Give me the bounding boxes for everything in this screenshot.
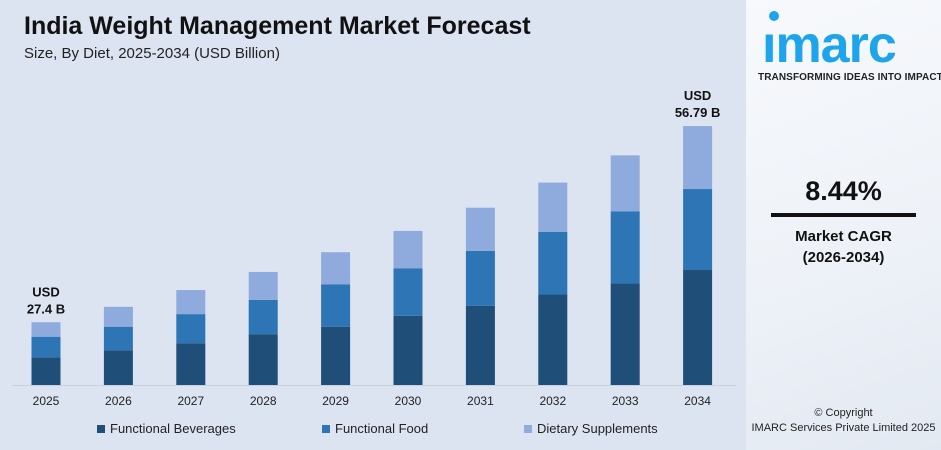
- bar-segment-2034-0: [683, 270, 713, 385]
- legend: Functional Beverages Functional Food Dieta…: [0, 421, 746, 439]
- bar-segment-2027-0: [176, 343, 206, 385]
- legend-label: Functional Beverages: [110, 421, 236, 436]
- bar-segment-2033-1: [610, 211, 640, 284]
- bar-segment-2032-1: [538, 231, 568, 295]
- legend-swatch: [322, 424, 330, 433]
- x-tick-label: 2034: [684, 394, 711, 408]
- bar-segment-2033-2: [610, 155, 640, 212]
- x-tick-label: 2026: [105, 394, 132, 408]
- x-tick-label: 2027: [177, 394, 204, 408]
- bar-segment-2034-2: [683, 126, 713, 190]
- bar-segment-2030-0: [393, 315, 423, 385]
- divider: [771, 213, 916, 217]
- bar-segment-2025-0: [31, 357, 61, 385]
- x-tick-label: 2030: [395, 394, 422, 408]
- bar-segment-2026-2: [103, 306, 133, 327]
- copyright: © Copyright: [814, 407, 873, 419]
- bar-segment-2032-0: [538, 294, 568, 385]
- company-name: IMARC Services Private Limited 2025: [751, 422, 936, 434]
- bar-segment-2029-1: [321, 284, 351, 327]
- bar-segment-2031-2: [465, 207, 495, 251]
- legend-item: Functional Beverages: [97, 421, 236, 436]
- svg-text:ımarc: ımarc: [762, 16, 896, 70]
- data-label-currency: USD: [684, 88, 711, 103]
- x-tick-label: 2032: [539, 394, 566, 408]
- legend-label: Functional Food: [335, 421, 429, 436]
- bar-segment-2032-2: [538, 182, 568, 232]
- bar-segment-2031-1: [465, 250, 495, 306]
- bar-segment-2028-1: [248, 299, 278, 335]
- x-tick-label: 2025: [33, 394, 60, 408]
- bar-segment-2028-0: [248, 334, 278, 385]
- bar-segment-2030-1: [393, 268, 423, 316]
- bar-segment-2031-0: [465, 305, 495, 385]
- legend-item: Functional Food: [322, 421, 428, 436]
- bar-segment-2034-1: [683, 189, 713, 271]
- bar-segment-2025-1: [31, 336, 61, 358]
- bar-segment-2033-0: [610, 283, 640, 385]
- bar-segment-2029-0: [321, 326, 351, 385]
- data-label-currency: USD: [32, 284, 59, 299]
- brand-tagline: TRANSFORMING IDEAS INTO IMPACT: [758, 72, 941, 83]
- plot: 2025 USD 27.4 B 2026 2027 2028 2029 2030 2031 203…: [12, 88, 736, 408]
- data-label-value: 56.79 B: [675, 105, 721, 120]
- legend-item: Dietary Supplements: [524, 421, 658, 436]
- x-tick-label: 2028: [250, 394, 277, 408]
- cagr-label: Market CAGR: [795, 228, 892, 245]
- bar-segment-2026-0: [103, 350, 133, 385]
- x-tick-label: 2029: [322, 394, 349, 408]
- bar-segment-2028-2: [248, 271, 278, 300]
- data-label-value: 27.4 B: [27, 301, 65, 316]
- cagr-value: 8.44%: [805, 176, 882, 206]
- cagr-period: (2026-2034): [802, 249, 885, 266]
- legend-swatch: [524, 424, 532, 433]
- imarc-logo: ımarc: [762, 11, 897, 70]
- bar-segment-2027-1: [176, 314, 206, 344]
- bar-segment-2026-1: [103, 326, 133, 351]
- bar-segment-2029-2: [321, 252, 351, 285]
- chart-area: India Weight Management Market Forecast …: [0, 12, 746, 439]
- x-tick-label: 2031: [467, 394, 494, 408]
- bar-segment-2027-2: [176, 290, 206, 315]
- legend-label: Dietary Supplements: [537, 421, 658, 436]
- bar-segment-2025-2: [31, 322, 61, 337]
- x-tick-label: 2033: [612, 394, 639, 408]
- info-panel: ımarc TRANSFORMING IDEAS INTO IMPACT 8.4…: [746, 0, 941, 450]
- chart-subtitle: Size, By Diet, 2025-2034 (USD Billion): [24, 45, 280, 62]
- chart-title: India Weight Management Market Forecast: [24, 12, 531, 40]
- bar-segment-2030-2: [393, 230, 423, 269]
- legend-swatch: [97, 424, 105, 433]
